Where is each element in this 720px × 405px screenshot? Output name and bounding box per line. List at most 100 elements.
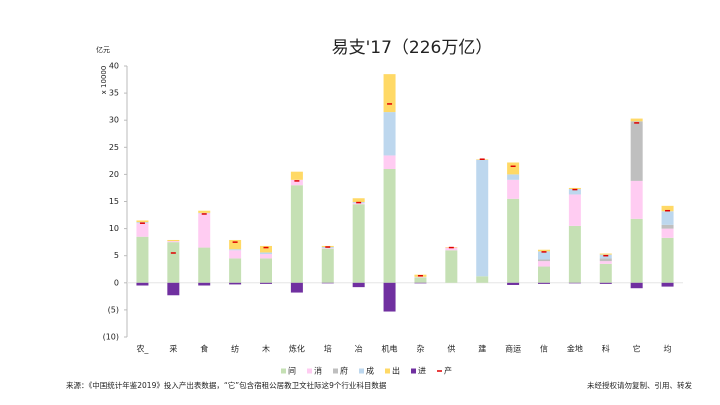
bar-segment <box>599 263 612 283</box>
bar-segment <box>198 212 211 214</box>
x-tick-label: 它 <box>633 344 641 354</box>
x-tick-label: 培 <box>324 344 332 354</box>
x-tick-label: 建 <box>478 344 486 354</box>
bar-segment <box>568 225 581 283</box>
bar-segment <box>383 282 396 312</box>
x-tick-label: 科 <box>602 344 610 354</box>
bar-segment <box>198 210 211 213</box>
legend-swatch <box>359 368 364 374</box>
bar-segment <box>599 258 612 262</box>
bar-segment <box>167 241 180 243</box>
y-tick-label: 30 <box>109 116 119 125</box>
x-tick-label: 金地 <box>567 344 583 354</box>
legend-label: 产 <box>444 366 452 376</box>
bar-segment <box>507 179 520 199</box>
bar-segment <box>198 247 211 283</box>
bar-segment <box>260 282 272 284</box>
bar-segment <box>229 249 242 251</box>
bar-segment <box>445 247 458 251</box>
bar-segment <box>352 282 365 288</box>
bar-segment <box>507 174 520 180</box>
y-tick-label: 40 <box>109 62 119 71</box>
bar-segment <box>476 159 489 277</box>
legend-label: 消 <box>314 366 322 376</box>
bar-segment <box>630 282 643 289</box>
bar-segment <box>383 155 396 169</box>
x-tick-label: 食 <box>200 344 208 354</box>
bar-segment <box>568 282 581 284</box>
y-tick-label: 0 <box>114 278 119 287</box>
legend-label: 府 <box>340 366 348 376</box>
legend-swatch <box>333 368 338 374</box>
x-tick-label: 机电 <box>382 344 398 354</box>
y-unit: 亿元 <box>96 45 110 54</box>
bar-segment <box>538 282 550 284</box>
bar-segment <box>321 248 334 249</box>
bar-segment <box>383 168 396 283</box>
bar-segment <box>538 259 550 262</box>
bar-segment <box>167 239 180 242</box>
y-tick-label: 5 <box>114 251 119 260</box>
x-tick-label: 均 <box>664 344 672 354</box>
bar-segment <box>260 245 272 253</box>
bar-segment <box>290 171 303 180</box>
x-tick-label: 纺 <box>231 344 239 354</box>
notice: 未经授权请勿复制、引用、转发 <box>587 380 692 390</box>
bar-segment <box>414 277 427 283</box>
bar-segment <box>568 189 581 195</box>
bar-segment <box>167 282 180 296</box>
bar-segment <box>260 252 272 255</box>
legend-label: 进 <box>418 367 426 376</box>
bar-segment <box>321 248 334 283</box>
bar-segment <box>229 250 242 259</box>
source: 来源：《中国统计年鉴2019》投入产出表数据，“它”包含宿租公居教卫文社际这9个… <box>66 380 387 390</box>
bar-segment <box>167 242 180 283</box>
y-tick-label: 20 <box>109 170 119 179</box>
bar-segment <box>661 205 674 212</box>
bar-segment <box>136 282 149 286</box>
bar-segment <box>136 220 149 223</box>
bar-segment <box>383 74 396 113</box>
bar-segment <box>229 258 242 283</box>
bar-segment <box>321 282 334 284</box>
bar-segment <box>260 254 272 259</box>
y-tick-label: 25 <box>109 143 119 152</box>
x-tick-label: 木 <box>262 344 270 354</box>
bar-segment <box>290 179 303 186</box>
bar-segment <box>661 224 674 229</box>
bar-segment <box>538 266 550 283</box>
bar-segment <box>198 213 211 248</box>
bar-segment <box>630 218 643 283</box>
bar-segment <box>352 198 365 203</box>
bar-segment <box>198 282 211 286</box>
bar-segment <box>507 282 520 285</box>
bar-segment <box>661 282 674 287</box>
bar-segment <box>661 237 674 283</box>
bar-segment <box>445 250 458 283</box>
x-tick-label: 供 <box>447 344 455 354</box>
legend-label: 出 <box>392 366 400 376</box>
legend-label: 间 <box>288 367 296 376</box>
x-tick-label: 信 <box>540 344 548 354</box>
bar-segment <box>661 228 674 238</box>
legend-swatch <box>281 368 286 374</box>
bar-segment <box>538 261 550 267</box>
bar-segment <box>661 211 674 225</box>
bar-segment <box>630 121 643 181</box>
legend-label: 成 <box>366 366 374 376</box>
bar-segment <box>136 236 149 283</box>
bar-segment <box>260 258 272 283</box>
legend-swatch <box>385 368 390 374</box>
bar-segment <box>352 203 365 205</box>
x-tick-label: 冶 <box>355 344 363 354</box>
bar-segment <box>229 239 242 250</box>
bar-segment <box>352 204 365 283</box>
bar-segment <box>290 185 303 283</box>
bar-segment <box>414 282 427 284</box>
y-tick-label: 35 <box>109 89 119 98</box>
bar-segment <box>383 112 396 156</box>
bar-segment <box>538 251 550 260</box>
x-tick-label: 商运 <box>505 344 521 354</box>
bar-segment <box>568 187 581 190</box>
